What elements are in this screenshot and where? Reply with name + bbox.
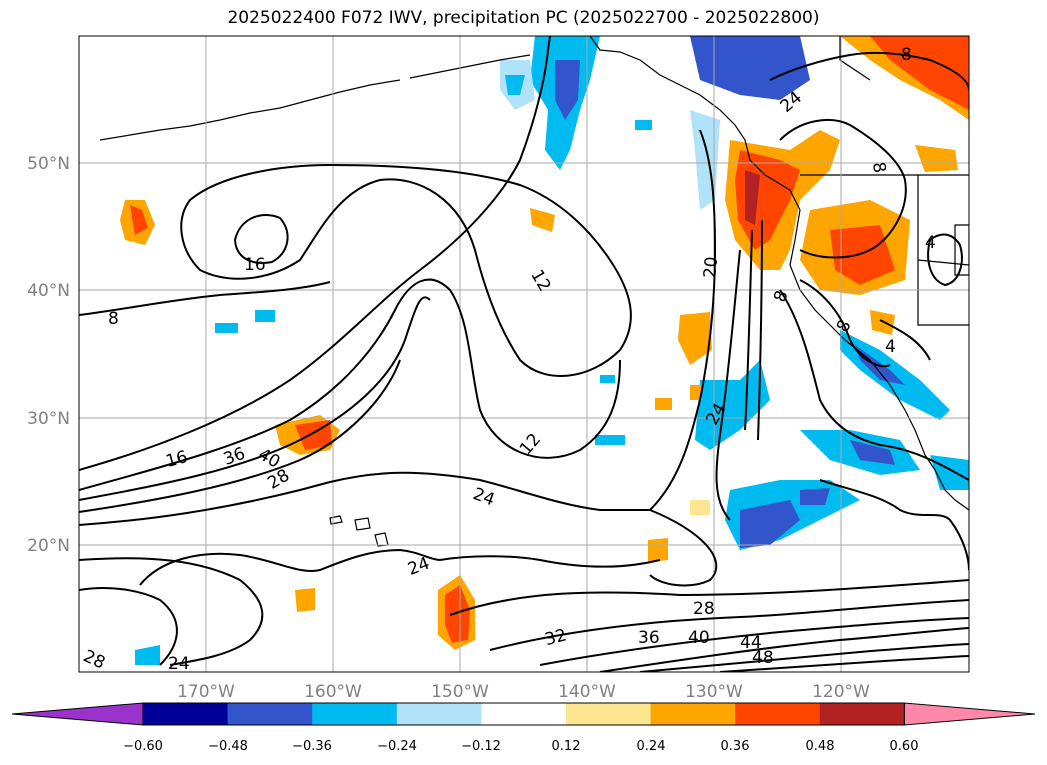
- colorbar-cell: [566, 703, 652, 725]
- colorbar-cell: [650, 703, 736, 725]
- longitude-label: 130°W: [685, 682, 743, 702]
- colorbar-cell: [735, 703, 821, 725]
- contour-label: 20: [700, 256, 722, 279]
- colorbar-tick-label: −0.48: [208, 739, 248, 754]
- colorbar-cell: [143, 703, 229, 725]
- contour-label: 16: [244, 255, 266, 275]
- longitude-labels: 170°W 160°W 150°W 140°W 130°W 120°W: [177, 682, 870, 702]
- colorbar-outline: [142, 702, 905, 726]
- colorbar-extend-high: [903, 702, 1036, 726]
- latitude-label: 40°N: [27, 281, 70, 301]
- colorbar-tick-label: 0.24: [637, 739, 666, 754]
- map-frame: [78, 35, 970, 673]
- longitude-label: 120°W: [812, 682, 870, 702]
- colorbar-cell: [819, 703, 905, 725]
- contour-label: 28: [693, 599, 715, 619]
- contour-label: 36: [638, 628, 660, 648]
- colorbar-tick-label: 0.12: [552, 739, 581, 754]
- graticule: [79, 36, 969, 672]
- contour-label: 8: [868, 161, 890, 175]
- latitude-labels: 50°N 40°N 30°N 20°N: [27, 154, 70, 556]
- colorbar-tick-label: 0.60: [890, 739, 919, 754]
- latitude-label: 20°N: [27, 536, 70, 556]
- colorbar-cells: [11, 702, 1036, 726]
- colorbar-cell: [481, 703, 567, 725]
- colorbar-tick-label: −0.60: [123, 739, 163, 754]
- longitude-label: 160°W: [304, 682, 362, 702]
- contour-label: 4: [885, 337, 896, 357]
- colorbar-tick-label: −0.24: [377, 739, 417, 754]
- colorbar-extend-low: [11, 702, 144, 726]
- colorbar: −0.60 −0.48 −0.36 −0.24 −0.12 0.12 0.24 …: [11, 702, 1036, 754]
- colorbar-tick-label: −0.36: [292, 739, 332, 754]
- land-outlines: [99, 36, 969, 547]
- longitude-label: 170°W: [177, 682, 235, 702]
- map-title: 2025022400 F072 IWV, precipitation PC (2…: [227, 8, 820, 28]
- contour-label: 8: [108, 309, 119, 329]
- colorbar-tick-label: 0.48: [806, 739, 835, 754]
- longitude-label: 140°W: [558, 682, 616, 702]
- colorbar-tick-labels: −0.60 −0.48 −0.36 −0.24 −0.12 0.12 0.24 …: [123, 739, 918, 754]
- latitude-label: 50°N: [27, 154, 70, 174]
- latitude-label: 30°N: [27, 409, 70, 429]
- contour-label: 4: [925, 233, 936, 253]
- contour-label: 8: [901, 45, 912, 65]
- contour-label: 24: [168, 654, 190, 674]
- contour-label: 40: [688, 628, 710, 648]
- contour-label: 44: [740, 633, 762, 653]
- map-area: [79, 36, 969, 672]
- precipitation-shading: [120, 36, 969, 665]
- longitude-label: 150°W: [431, 682, 489, 702]
- iwv-contours: [79, 36, 969, 672]
- contour-label: 48: [752, 648, 774, 668]
- colorbar-cell: [312, 703, 398, 725]
- colorbar-cell: [227, 703, 313, 725]
- colorbar-tick-label: −0.12: [461, 739, 501, 754]
- colorbar-tick-label: 0.36: [721, 739, 750, 754]
- colorbar-cell: [396, 703, 482, 725]
